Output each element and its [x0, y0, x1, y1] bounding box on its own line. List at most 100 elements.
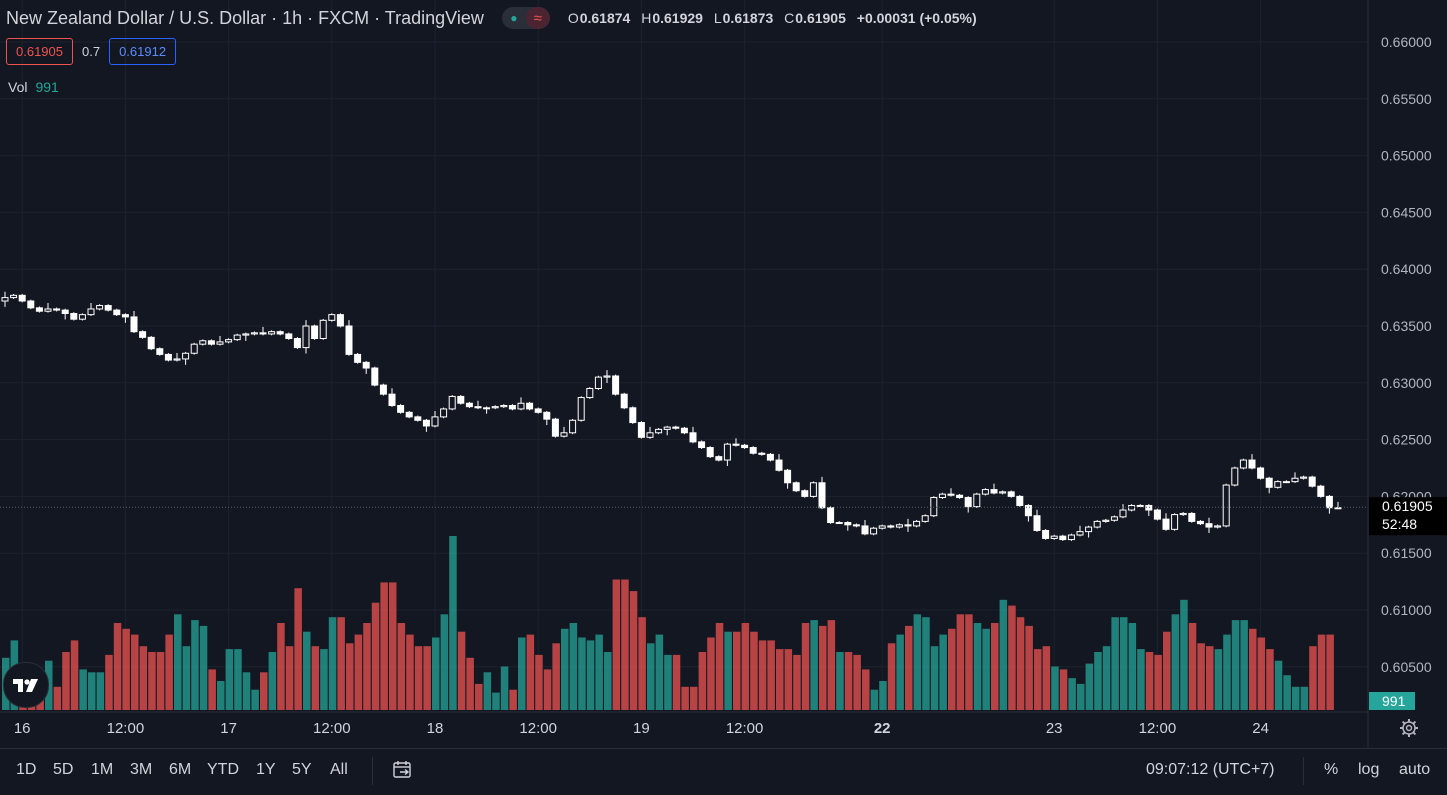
- tradingview-logo-icon[interactable]: [3, 662, 49, 708]
- candle-body: [586, 387, 594, 399]
- candle-body: [766, 453, 774, 461]
- candle-body: [190, 343, 198, 354]
- volume-bar: [784, 649, 793, 710]
- volume-bar: [801, 623, 810, 710]
- candle-body: [1274, 481, 1282, 488]
- volume-label: Vol: [8, 79, 28, 95]
- volume-bar: [1008, 605, 1016, 710]
- volume-bar: [492, 692, 500, 710]
- range-6m-button[interactable]: 6M: [169, 761, 192, 778]
- volume-bar: [724, 631, 732, 710]
- volume-bar: [638, 617, 646, 710]
- volume-bar: [1137, 649, 1145, 710]
- volume-bar: [208, 669, 216, 710]
- clock-timezone[interactable]: 09:07:12 (UTC+7): [1146, 761, 1275, 778]
- candle-body: [130, 316, 138, 333]
- range-5d-button[interactable]: 5D: [53, 761, 74, 778]
- candle-body: [844, 522, 852, 526]
- candle-body: [1033, 515, 1041, 531]
- volume-bar: [870, 689, 879, 710]
- candle-body: [1024, 504, 1032, 517]
- range-ytd-button[interactable]: YTD: [207, 761, 239, 778]
- ohlc-low: L0.61873: [713, 10, 774, 26]
- candle-body: [1050, 535, 1058, 539]
- volume-bar: [518, 637, 526, 710]
- symbol-title[interactable]: New Zealand Dollar / U.S. Dollar · 1h · …: [6, 7, 484, 28]
- status-pill[interactable]: ● ≈: [501, 7, 550, 29]
- settings-gear-icon[interactable]: [1399, 718, 1419, 738]
- candle-body: [1205, 523, 1213, 528]
- price-tick-label: 0.64000: [1381, 261, 1432, 277]
- volume-bar: [552, 643, 560, 710]
- range-1y-button[interactable]: 1Y: [256, 761, 276, 778]
- range-1d-button[interactable]: 1D: [16, 761, 37, 778]
- volume-bar: [1292, 686, 1300, 710]
- volume-bar: [776, 649, 784, 710]
- volume-legend[interactable]: Vol 991: [8, 79, 59, 95]
- bar-countdown-label: 52:48: [1382, 516, 1417, 532]
- candle-body: [362, 361, 370, 369]
- toolbar-divider: [372, 757, 373, 785]
- range-1m-button[interactable]: 1M: [91, 761, 114, 778]
- volume-bar: [1309, 646, 1317, 710]
- candle-body: [1265, 477, 1273, 488]
- time-axis[interactable]: 16 12:00 17 12:00 18 12:00 19 12:00 22 23 12:00 24: [0, 711, 1368, 737]
- time-tick-label: 12:00: [313, 720, 351, 737]
- candle-body: [216, 341, 224, 345]
- volume-bar: [53, 686, 62, 710]
- candle-body: [956, 494, 964, 499]
- range-3m-button[interactable]: 3M: [130, 761, 153, 778]
- candle-body: [147, 336, 155, 350]
- volume-bar: [827, 620, 836, 710]
- log-scale-toggle[interactable]: log: [1358, 761, 1380, 778]
- candle-body: [878, 525, 886, 529]
- volume-bar: [131, 634, 139, 710]
- volume-bar: [767, 640, 775, 710]
- volume-bar: [285, 646, 294, 710]
- price-chart[interactable]: 0.66000 0.65500 0.65000 0.64500 0.64000 0.635…: [0, 0, 1447, 748]
- candle-body: [534, 408, 542, 413]
- volume-bar: [655, 634, 664, 710]
- price-tick-label: 0.65000: [1381, 148, 1432, 164]
- go-to-date-icon[interactable]: [392, 759, 414, 781]
- price-axis[interactable]: 0.66000 0.65500 0.65000 0.64500 0.64000 0.635…: [0, 0, 1447, 748]
- range-5y-button[interactable]: 5Y: [292, 761, 312, 778]
- volume-bar: [1077, 683, 1085, 710]
- candle-body: [1334, 507, 1342, 510]
- auto-scale-toggle[interactable]: auto: [1399, 761, 1431, 778]
- candle-body: [259, 332, 267, 335]
- candle-body: [543, 411, 551, 420]
- volume-bar: [1171, 614, 1180, 710]
- time-tick-label: 17: [220, 720, 237, 737]
- bottom-toolbar: 1D 5D 1M 3M 6M YTD 1Y 5Y All 09:07:12 (U…: [0, 748, 1447, 795]
- candle-body: [1282, 481, 1290, 484]
- candle-body: [182, 352, 190, 360]
- candle-body: [53, 308, 61, 311]
- candle-body: [526, 402, 534, 410]
- candle-body: [405, 411, 413, 418]
- candle-body: [1214, 525, 1222, 528]
- candle-body: [870, 527, 878, 535]
- range-all-button[interactable]: All: [330, 761, 348, 778]
- candle-body: [732, 443, 740, 446]
- buy-button[interactable]: 0.61912: [109, 38, 177, 65]
- sell-button[interactable]: 0.61905: [6, 38, 73, 65]
- candle-body: [302, 325, 310, 349]
- candle-body: [809, 482, 817, 497]
- percent-scale-toggle[interactable]: %: [1324, 761, 1339, 778]
- volume-bar: [371, 602, 380, 710]
- candle-body: [990, 489, 998, 494]
- ohlc-close: C0.61905: [784, 10, 846, 26]
- volume-bar: [629, 591, 638, 710]
- candle-body: [431, 416, 439, 427]
- candle-body: [689, 432, 697, 443]
- volume-bar: [509, 689, 517, 710]
- time-tick-label: 19: [633, 720, 650, 737]
- volume-bar: [1300, 686, 1309, 710]
- volume-bar: [690, 686, 698, 710]
- volume-bar: [948, 628, 956, 710]
- candle-body: [1162, 518, 1170, 530]
- candle-body: [698, 441, 706, 449]
- volume-bar: [543, 669, 552, 710]
- volume-bar: [165, 634, 173, 710]
